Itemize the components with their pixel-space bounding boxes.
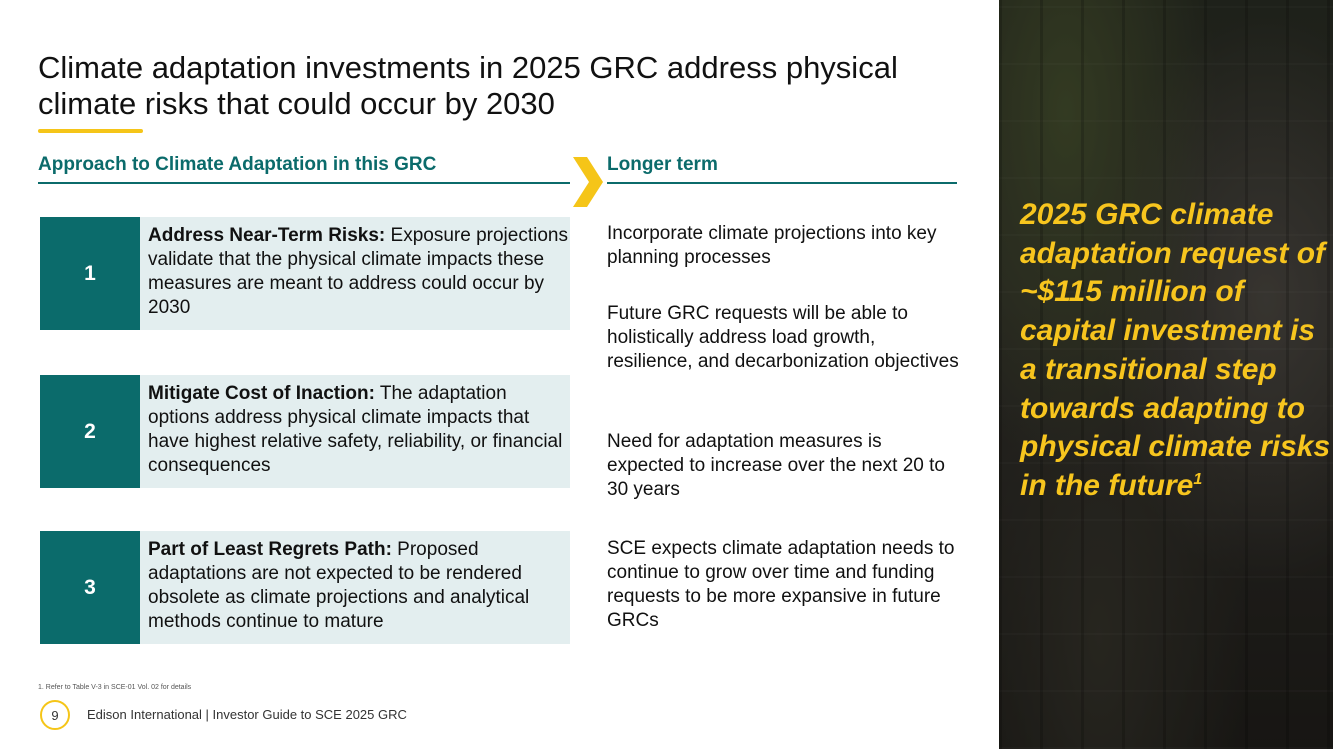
page-number: 9	[40, 700, 70, 730]
card-number: 2	[40, 375, 140, 488]
card-text: Part of Least Regrets Path: Proposed ada…	[148, 538, 568, 634]
footnote: 1. Refer to Table V-3 in SCE-01 Vol. 02 …	[38, 684, 192, 691]
approach-card-2: 2 Mitigate Cost of Inaction: The adaptat…	[40, 375, 570, 488]
longer-term-item: Incorporate climate projections into key…	[607, 223, 937, 268]
card-body: The adaptation options address physical …	[148, 383, 563, 476]
photo-overlay	[999, 0, 1333, 749]
callout-text: 2025 GRC climate adaptation request of ~…	[1020, 198, 1331, 502]
footer-text: Edison International | Investor Guide to…	[87, 707, 407, 722]
card-number: 3	[40, 531, 140, 644]
approach-card-3: 3 Part of Least Regrets Path: Proposed a…	[40, 531, 570, 644]
longer-term-heading: Longer term	[607, 154, 957, 184]
longer-term-item: Future GRC requests will be able to holi…	[607, 303, 959, 372]
longer-term-item: Need for adaptation measures is expected…	[607, 431, 945, 500]
approach-heading: Approach to Climate Adaptation in this G…	[38, 154, 570, 184]
side-callout-quote: 2025 GRC climate adaptation request of ~…	[1020, 196, 1332, 506]
side-photo-panel: 2025 GRC climate adaptation request of ~…	[999, 0, 1333, 749]
card-text: Mitigate Cost of Inaction: The adaptatio…	[148, 382, 568, 478]
card-heading: Part of Least Regrets Path:	[148, 539, 392, 560]
card-number: 1	[40, 217, 140, 330]
approach-card-1: 1 Address Near-Term Risks: Exposure proj…	[40, 217, 570, 330]
card-heading: Mitigate Cost of Inaction:	[148, 383, 375, 404]
slide-title: Climate adaptation investments in 2025 G…	[38, 50, 898, 121]
card-body: Exposure projections validate that the p…	[148, 225, 568, 318]
card-heading: Address Near-Term Risks:	[148, 225, 386, 246]
title-underline	[38, 129, 143, 133]
chevron-right-icon	[573, 157, 603, 207]
footnote-marker: 1	[1193, 470, 1203, 488]
card-body: Proposed adaptations are not expected to…	[148, 539, 530, 632]
card-text: Address Near-Term Risks: Exposure projec…	[148, 224, 568, 320]
longer-term-item: SCE expects climate adaptation needs to …	[607, 538, 955, 631]
